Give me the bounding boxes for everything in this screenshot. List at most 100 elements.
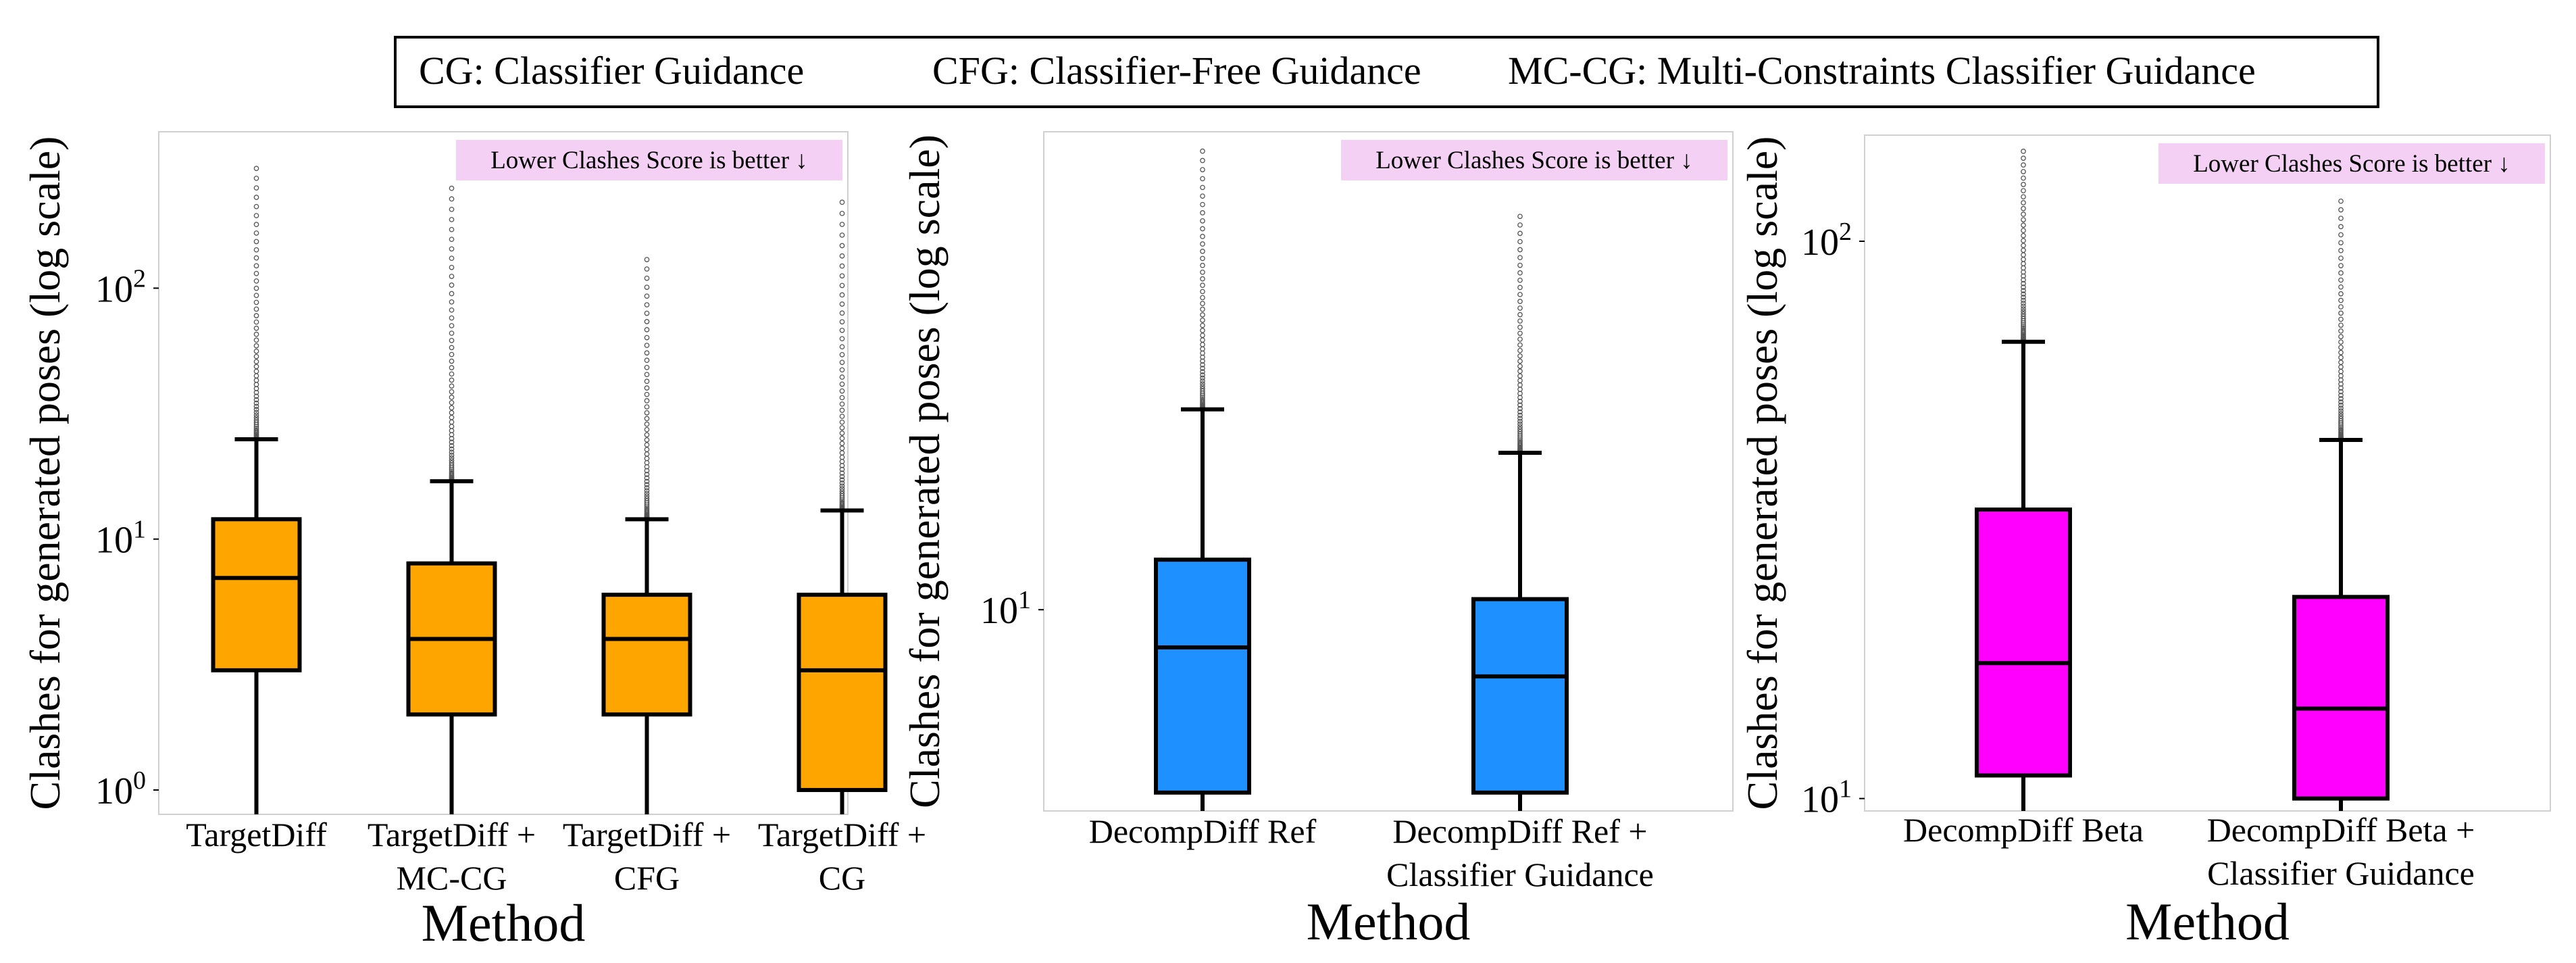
outlier-point bbox=[1517, 409, 1523, 415]
outlier-point bbox=[2338, 339, 2344, 345]
outlier-point bbox=[2338, 424, 2344, 430]
outlier-point bbox=[644, 404, 650, 410]
outlier-point bbox=[253, 364, 259, 370]
outliers bbox=[2338, 198, 2344, 443]
outlier-point bbox=[1517, 358, 1523, 364]
outlier-point bbox=[2338, 416, 2344, 422]
outlier-point bbox=[2021, 256, 2026, 262]
outlier-point bbox=[644, 482, 650, 487]
outlier-point bbox=[449, 419, 455, 425]
outlier-point bbox=[839, 486, 845, 491]
legend-item-mccg: MC-CG: Multi-Constraints Classifier Guid… bbox=[1508, 49, 2256, 93]
outlier-point bbox=[1517, 428, 1523, 435]
outlier-point bbox=[449, 365, 455, 370]
outlier-point bbox=[644, 343, 650, 348]
outlier-point bbox=[1200, 332, 1205, 339]
outlier-point bbox=[449, 377, 455, 383]
outlier-point bbox=[253, 306, 259, 312]
outlier-point bbox=[644, 327, 650, 332]
outlier-point bbox=[1200, 386, 1205, 392]
box-body bbox=[2292, 595, 2390, 801]
outlier-point bbox=[1200, 342, 1205, 347]
outlier-point bbox=[839, 344, 845, 350]
category-label: DecompDiff Beta bbox=[1903, 811, 2144, 849]
outlier-point bbox=[2338, 428, 2344, 435]
outlier-point bbox=[1200, 337, 1205, 343]
outlier-point bbox=[2338, 224, 2344, 230]
outlier-point bbox=[839, 500, 845, 506]
outlier-point bbox=[253, 428, 259, 435]
outlier-point bbox=[253, 325, 259, 331]
outlier-point bbox=[839, 430, 845, 436]
outlier-point bbox=[2021, 306, 2026, 312]
outlier-point bbox=[839, 319, 845, 325]
outlier-point bbox=[1517, 222, 1523, 228]
outlier-point bbox=[449, 274, 455, 279]
outlier-point bbox=[253, 348, 259, 354]
outliers bbox=[1517, 214, 1523, 455]
outlier-point bbox=[1517, 337, 1523, 342]
outlier-point bbox=[449, 458, 455, 464]
box-1 bbox=[1975, 149, 2072, 811]
outlier-point bbox=[1200, 269, 1205, 275]
outlier-point bbox=[449, 338, 455, 343]
outlier-point bbox=[2338, 355, 2344, 360]
outlier-point bbox=[1200, 241, 1205, 247]
outlier-point bbox=[2338, 263, 2344, 268]
outlier-point bbox=[2338, 414, 2344, 419]
outlier-point bbox=[644, 447, 650, 453]
outlier-point bbox=[2338, 316, 2344, 322]
outlier-point bbox=[2338, 277, 2344, 283]
outlier-point bbox=[644, 257, 650, 262]
chart-panel-2: Lower Clashes Score is better ↓ 101 Decomp… bbox=[901, 131, 1734, 951]
outliers bbox=[644, 257, 650, 522]
outlier-point bbox=[2338, 198, 2344, 204]
outlier-point bbox=[1517, 330, 1523, 337]
outlier-point bbox=[839, 367, 845, 373]
outlier-point bbox=[2338, 297, 2344, 303]
outlier-point bbox=[449, 460, 455, 466]
outlier-point bbox=[1200, 282, 1205, 289]
outlier-point bbox=[1517, 247, 1523, 253]
outlier-point bbox=[839, 388, 845, 394]
outlier-point bbox=[644, 488, 650, 493]
outlier-point bbox=[2021, 243, 2026, 249]
outlier-point bbox=[644, 350, 650, 356]
outlier-point bbox=[2338, 207, 2344, 213]
outlier-point bbox=[449, 405, 455, 411]
outlier-point bbox=[449, 291, 455, 297]
outlier-point bbox=[2021, 324, 2026, 330]
outlier-point bbox=[839, 489, 845, 494]
outlier-point bbox=[644, 505, 650, 512]
outlier-point bbox=[449, 455, 455, 461]
outlier-point bbox=[1517, 440, 1523, 446]
outlier-point bbox=[839, 401, 845, 407]
outlier-point bbox=[253, 415, 259, 420]
outlier-point bbox=[839, 408, 845, 413]
outlier-point bbox=[2021, 175, 2026, 181]
legend-frame bbox=[394, 36, 2379, 108]
outlier-point bbox=[644, 302, 650, 307]
outlier-point bbox=[2338, 310, 2344, 316]
outlier-point bbox=[449, 226, 455, 232]
outlier-point bbox=[1200, 148, 1205, 154]
legend: CG: Classifier Guidance CFG: Classifier-… bbox=[394, 36, 2379, 108]
outlier-point bbox=[2021, 280, 2026, 287]
outlier-point bbox=[2021, 291, 2026, 297]
outlier-point bbox=[1200, 394, 1205, 400]
outlier-point bbox=[2338, 345, 2344, 350]
note-text: Lower Clashes Score is better ↓ bbox=[1375, 147, 1693, 174]
outlier-point bbox=[1517, 402, 1523, 408]
y-tick-label: 100 bbox=[95, 766, 146, 812]
outlier-point bbox=[839, 282, 845, 289]
box-body bbox=[601, 593, 692, 717]
outlier-point bbox=[1200, 358, 1205, 364]
outlier-point bbox=[253, 230, 259, 236]
outlier-point bbox=[2338, 349, 2344, 355]
outlier-point bbox=[644, 426, 650, 433]
outlier-point bbox=[644, 451, 650, 457]
outlier-point bbox=[253, 313, 259, 318]
outlier-point bbox=[644, 385, 650, 391]
outlier-point bbox=[2338, 402, 2344, 408]
